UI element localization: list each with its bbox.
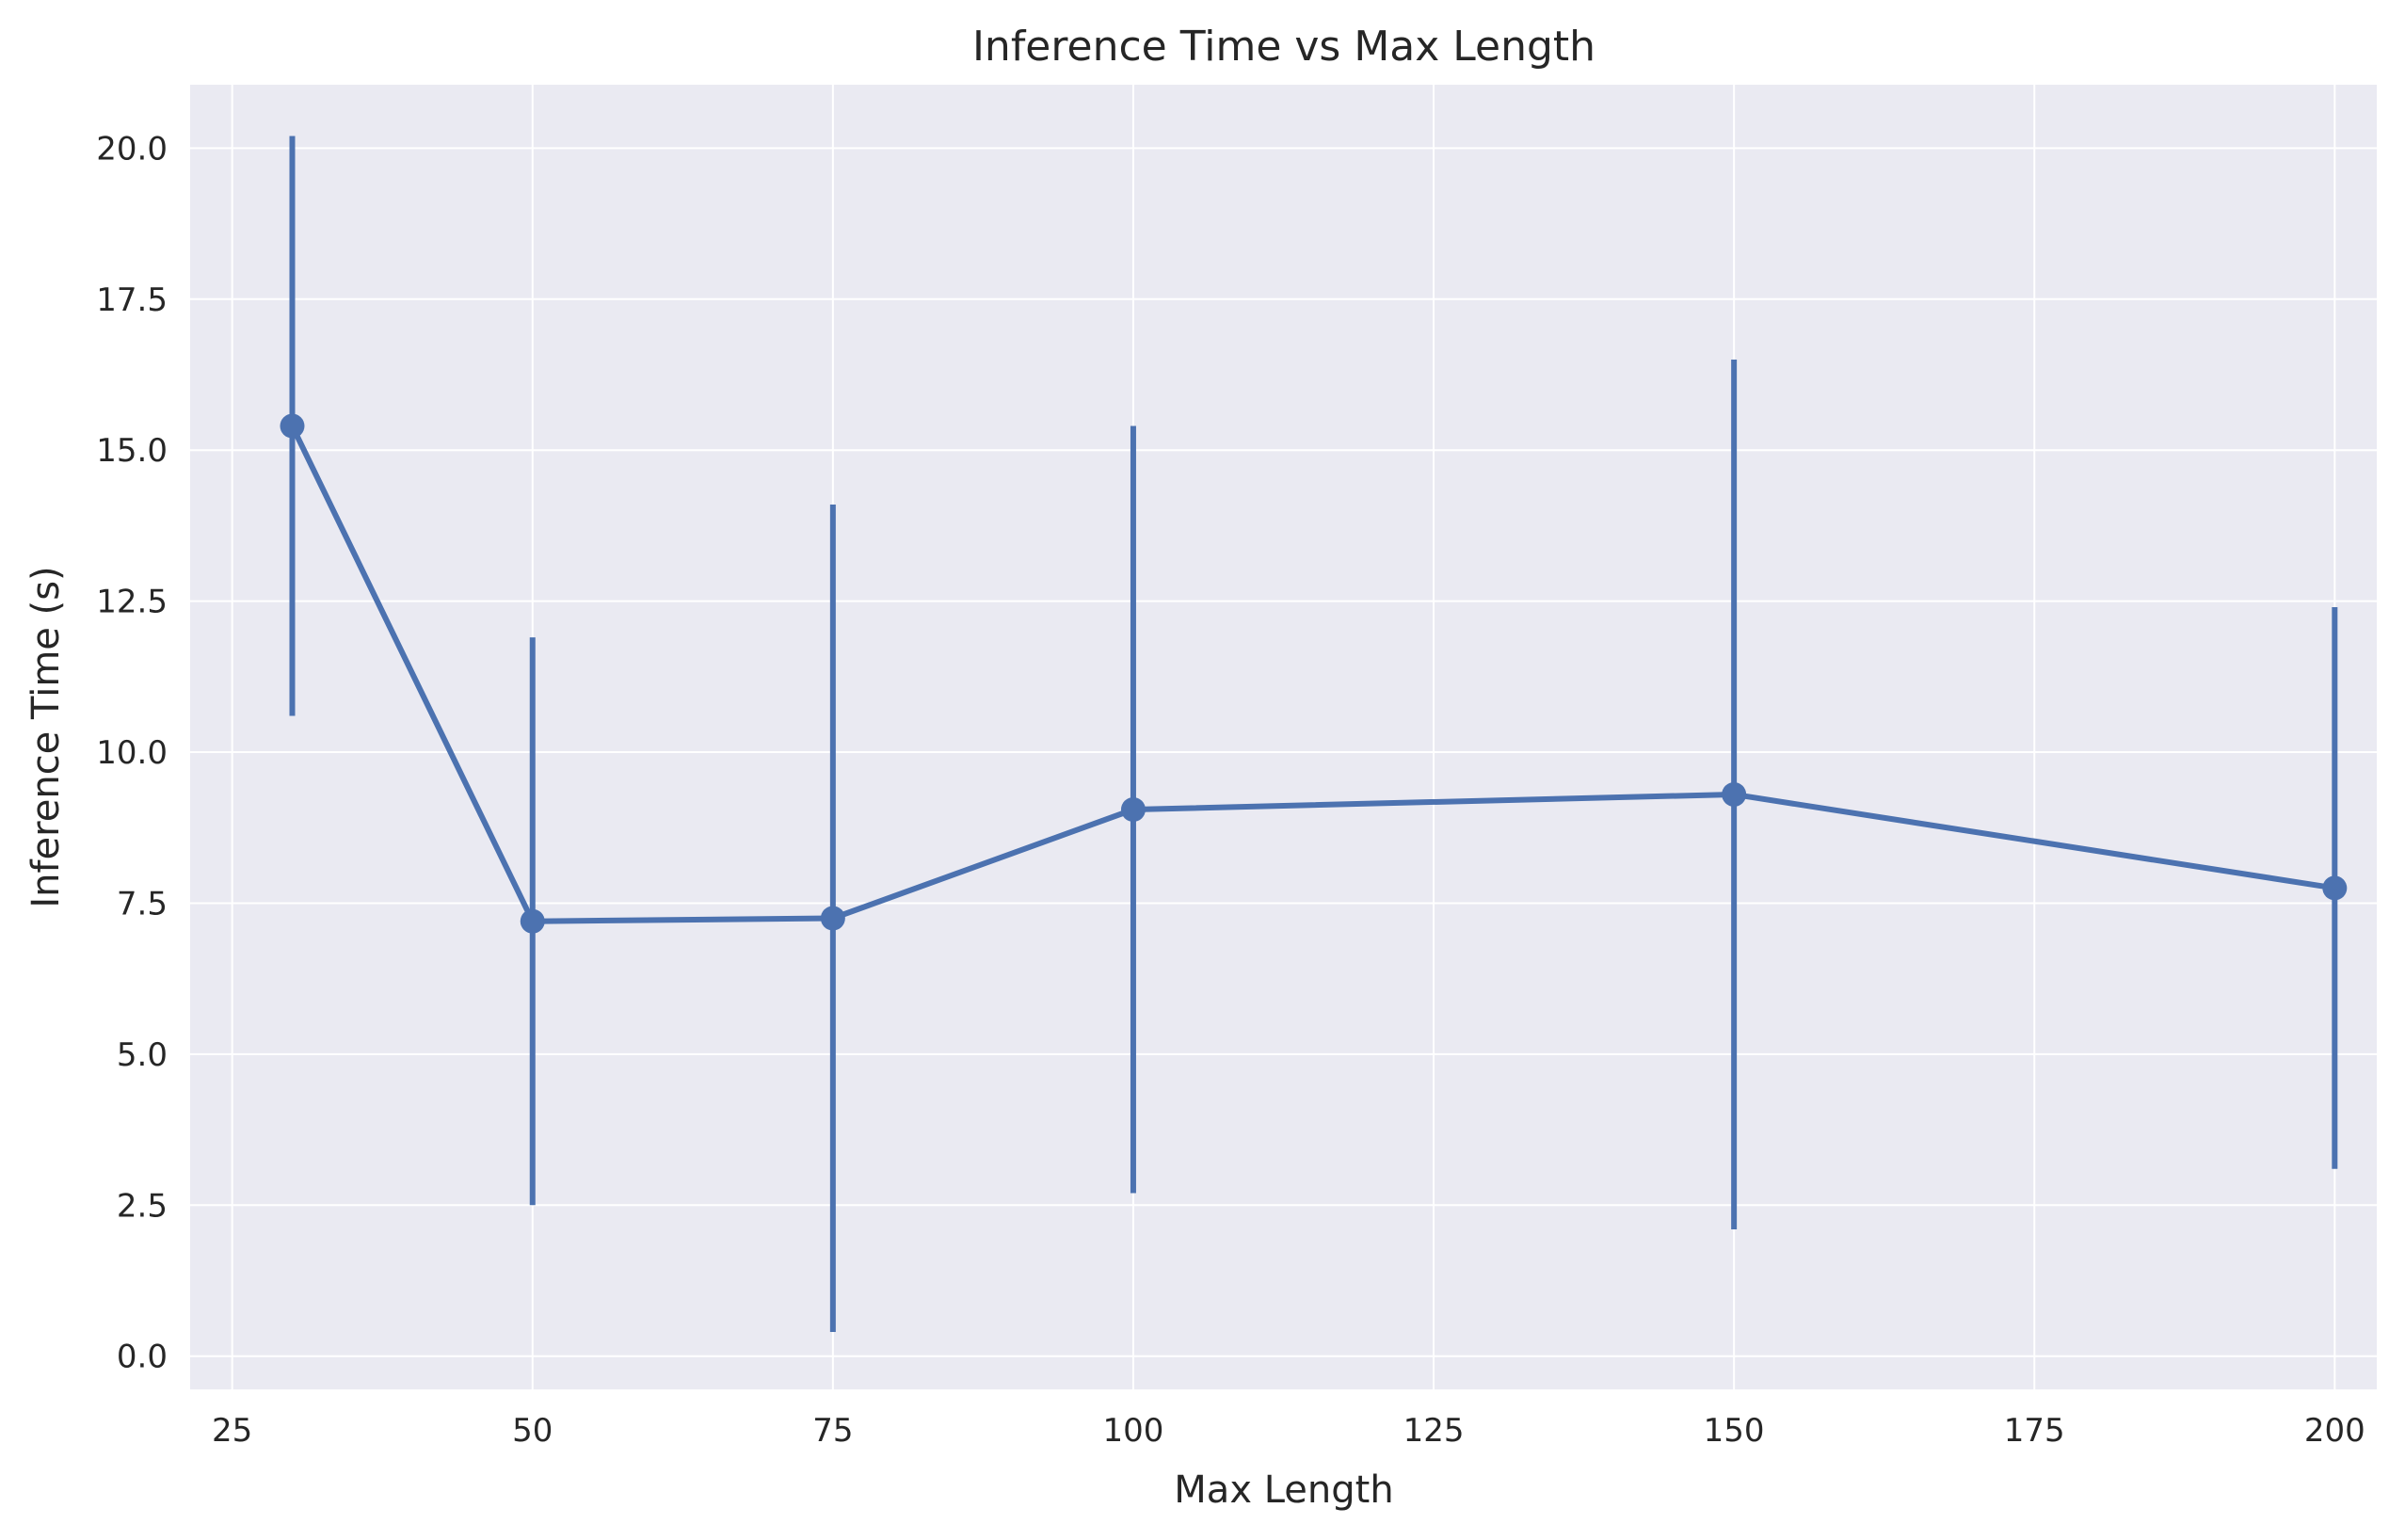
- y-tick-label: 17.5: [96, 281, 168, 319]
- x-tick-label: 175: [2004, 1412, 2065, 1450]
- chart-title: Inference Time vs Max Length: [972, 23, 1595, 71]
- plot-area-background: [190, 85, 2377, 1389]
- data-point: [520, 908, 545, 934]
- y-tick-label: 0.0: [117, 1339, 168, 1376]
- x-tick-label: 100: [1103, 1412, 1164, 1450]
- y-axis-title: Inference Time (s): [24, 566, 68, 907]
- data-point: [1722, 781, 1747, 807]
- series-line: [289, 423, 2338, 924]
- x-tick-label: 75: [812, 1412, 853, 1450]
- x-tick-label: 50: [512, 1412, 553, 1450]
- y-tick-label: 20.0: [96, 130, 168, 168]
- y-axis: 0.0 2.5 5.0 7.5 10.0 12.5 15.0 17.5 20.0: [96, 130, 168, 1375]
- x-tick-label: 25: [212, 1412, 252, 1450]
- data-point: [820, 906, 845, 931]
- x-tick-label: 200: [2304, 1412, 2365, 1450]
- x-axis: 25 50 75 100 125 150 175 200: [212, 1412, 2365, 1450]
- x-tick-label: 150: [1704, 1412, 1765, 1450]
- data-point: [2322, 875, 2348, 901]
- y-tick-label: 12.5: [96, 584, 168, 621]
- y-tick-label: 2.5: [117, 1187, 168, 1225]
- x-axis-title: Max Length: [1174, 1468, 1393, 1512]
- series-line-group: [289, 423, 2338, 924]
- y-tick-label: 15.0: [96, 432, 168, 470]
- x-tick-label: 125: [1403, 1412, 1465, 1450]
- y-tick-label: 7.5: [117, 885, 168, 922]
- data-point: [1120, 797, 1146, 822]
- y-tick-label: 5.0: [117, 1036, 168, 1074]
- data-point: [280, 413, 305, 439]
- y-tick-label: 10.0: [96, 734, 168, 772]
- data-points: [280, 413, 2348, 934]
